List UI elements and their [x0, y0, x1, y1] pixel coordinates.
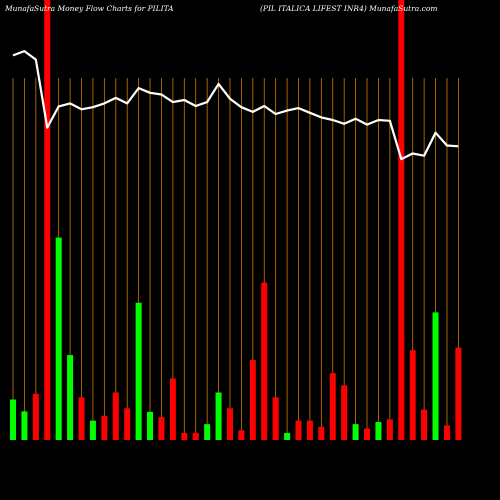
money-flow-bar: [204, 424, 211, 440]
money-flow-bar: [55, 237, 62, 440]
money-flow-bar: [352, 424, 359, 440]
money-flow-bar: [158, 417, 165, 440]
money-flow-bar: [112, 392, 119, 440]
money-flow-bar: [124, 408, 131, 440]
money-flow-bar: [432, 312, 439, 440]
money-flow-bar: [101, 415, 108, 440]
chart-subtitle: (PIL ITALICA LIFEST INR4) MunafaSutra.co…: [260, 4, 437, 13]
money-flow-bar: [295, 420, 302, 440]
money-flow-bar: [32, 393, 39, 440]
money-flow-bar: [261, 282, 268, 440]
bars-layer: [10, 0, 462, 440]
money-flow-bar: [215, 392, 222, 440]
money-flow-bar: [238, 430, 245, 440]
money-flow-bar: [89, 420, 96, 440]
money-flow-bar: [398, 0, 405, 440]
money-flow-bar: [44, 0, 51, 440]
money-flow-bar: [284, 432, 291, 440]
money-flow-bar: [169, 378, 176, 440]
money-flow-bar: [306, 420, 313, 440]
money-flow-bar: [272, 397, 279, 440]
money-flow-bar: [341, 385, 348, 440]
money-flow-bar: [147, 411, 154, 440]
money-flow-bar: [192, 432, 199, 440]
chart-title: MunafaSutra Money Flow Charts for PILITA: [4, 4, 174, 13]
money-flow-bar: [226, 408, 233, 440]
money-flow-bar: [318, 426, 325, 440]
money-flow-bar: [409, 350, 416, 440]
money-flow-bar: [249, 359, 256, 440]
money-flow-bar: [10, 399, 16, 440]
money-flow-bar: [421, 409, 428, 440]
money-flow-bar: [329, 373, 336, 440]
money-flow-bar: [135, 302, 142, 440]
money-flow-bar: [443, 425, 450, 440]
money-flow-bar: [21, 411, 28, 440]
money-flow-bar: [67, 355, 74, 440]
money-flow-bar: [455, 347, 462, 440]
money-flow-line: [12, 49, 459, 161]
money-flow-bar: [375, 421, 382, 440]
money-flow-bar: [78, 397, 85, 440]
money-flow-bar: [386, 419, 393, 440]
money-flow-bar: [364, 428, 371, 440]
money-flow-bar: [181, 432, 188, 440]
